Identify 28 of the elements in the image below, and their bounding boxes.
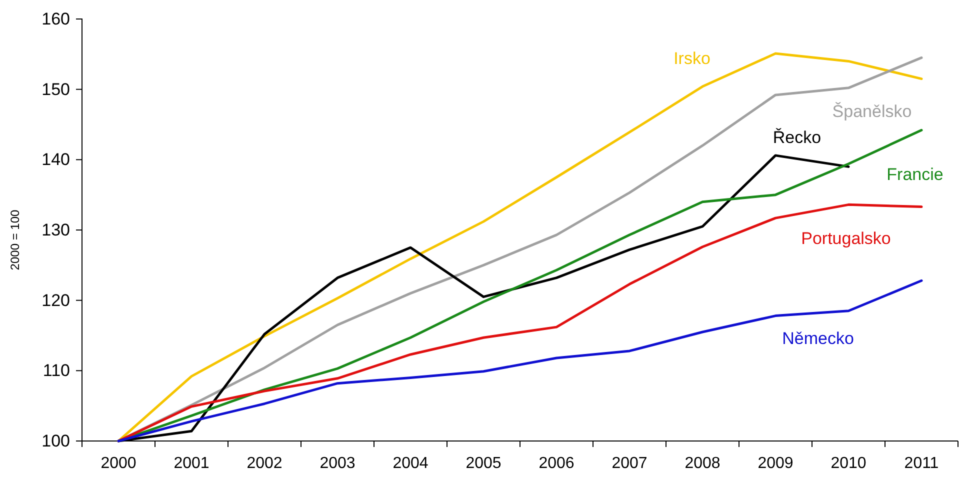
y-tick-label: 140 bbox=[42, 150, 70, 170]
x-tick-label: 2002 bbox=[246, 455, 282, 472]
series-label: Irsko bbox=[674, 49, 710, 68]
line-series bbox=[117, 203, 923, 442]
y-tick-label: 130 bbox=[42, 220, 70, 240]
series-label: Portugalsko bbox=[801, 229, 891, 248]
series-label: Řecko bbox=[772, 128, 822, 147]
y-tick-label: 160 bbox=[42, 9, 70, 28]
x-tick-label: 2011 bbox=[904, 455, 939, 472]
x-tick-label: 2008 bbox=[684, 455, 720, 472]
x-tick-label: 2009 bbox=[758, 455, 794, 472]
x-tick-label: 2010 bbox=[830, 455, 866, 472]
y-tick-label: 100 bbox=[42, 431, 70, 450]
x-tick-label: 2001 bbox=[174, 455, 210, 472]
line-series bbox=[117, 279, 923, 442]
y-axis-title: 2000 = 100 bbox=[8, 209, 22, 270]
series-label: Španělsko bbox=[832, 102, 912, 121]
y-tick-label: 120 bbox=[42, 290, 70, 310]
x-tick-label: 2007 bbox=[612, 455, 648, 472]
series-label: Francie bbox=[886, 165, 944, 184]
y-tick-label: 150 bbox=[42, 80, 70, 99]
x-tick-label: 2000 bbox=[100, 455, 136, 472]
x-tick-label: 2005 bbox=[466, 455, 502, 472]
y-tick-label: 110 bbox=[42, 361, 70, 380]
x-tick-label: 2006 bbox=[538, 455, 574, 472]
x-tick-label: 2003 bbox=[320, 455, 356, 472]
series-label: Německo bbox=[782, 329, 854, 348]
x-tick-label: 2004 bbox=[392, 455, 428, 472]
